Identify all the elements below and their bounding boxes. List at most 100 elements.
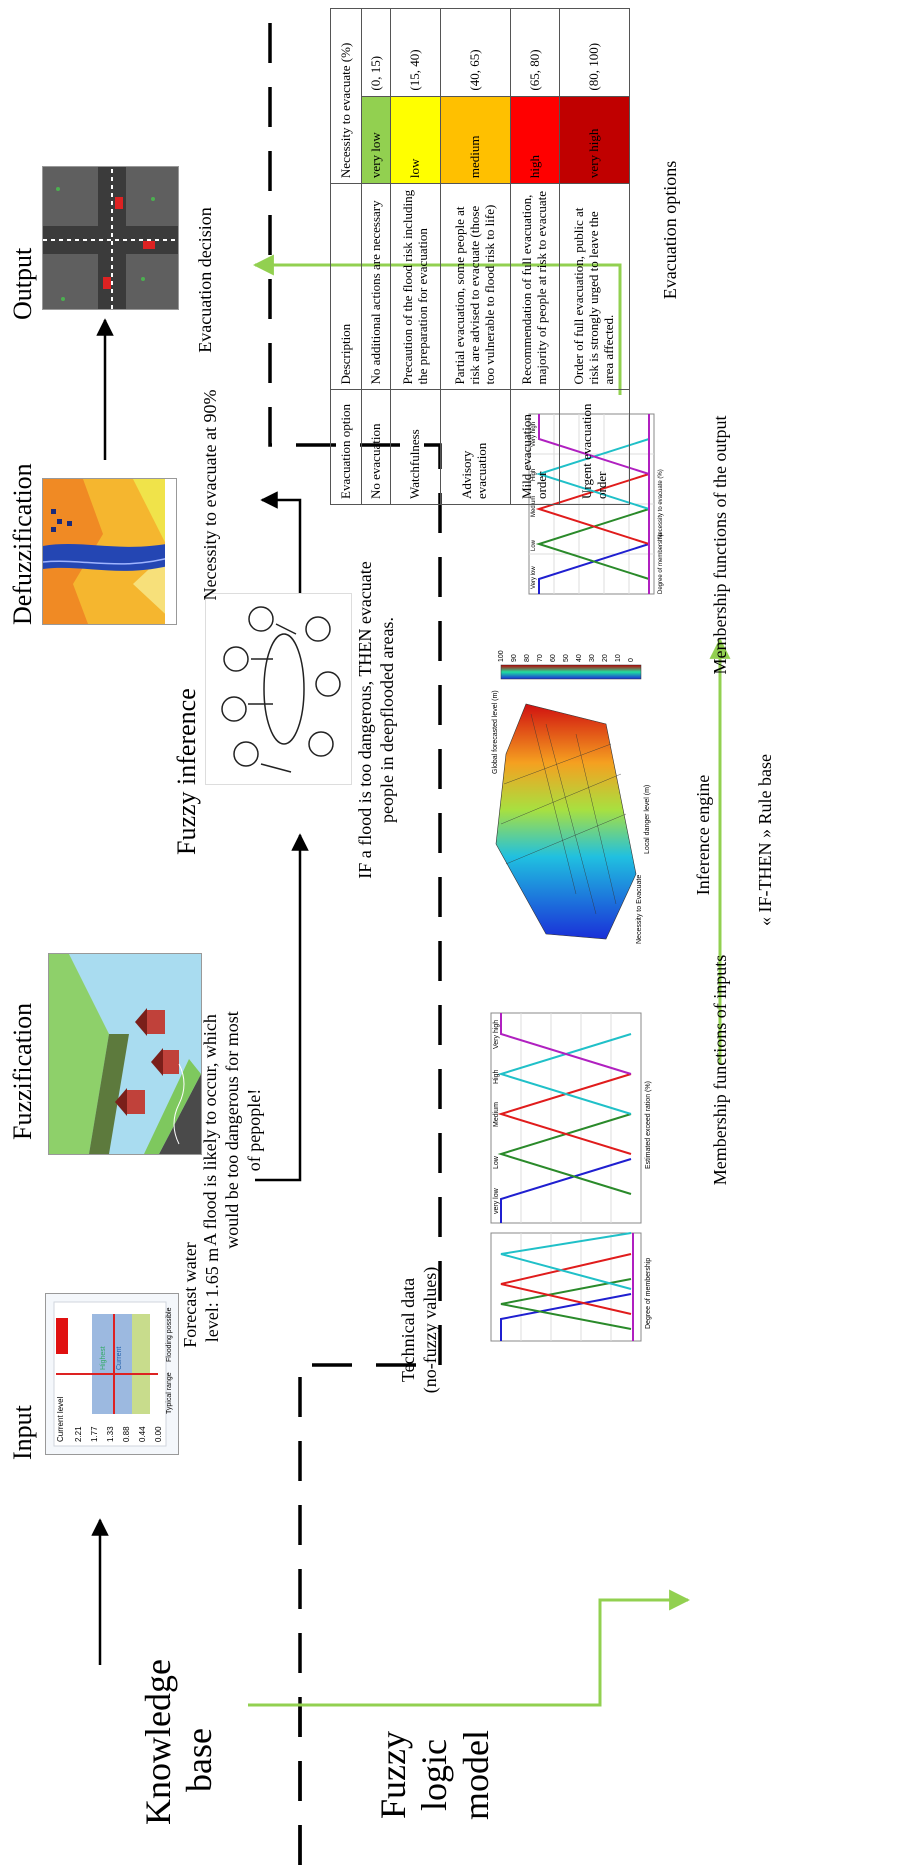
table-header-option: Evacuation option xyxy=(330,389,362,505)
water-gauge-icon xyxy=(53,1301,167,1447)
divider-dash-main xyxy=(268,0,442,1865)
row-level: medium xyxy=(440,96,511,184)
row-level: very low xyxy=(361,96,391,184)
row-range: (80, 100) xyxy=(559,8,630,97)
row-option: Advisory evacuation xyxy=(440,389,511,505)
row-option: Mild evacuation order xyxy=(510,389,560,505)
row-level: high xyxy=(510,96,560,184)
input-tick-5: 0.00 xyxy=(154,1426,163,1442)
table-row: Urgent evacuation order Order of full ev… xyxy=(559,8,630,505)
mf-output-chart xyxy=(528,413,655,595)
mf-input-axis: Estimated exceed ration (%) xyxy=(645,1081,652,1169)
input-thumbnail: Current level 2.21 1.77 1.33 0.88 0.44 0… xyxy=(45,1293,179,1455)
input-mark-highest: Highest xyxy=(100,1346,107,1370)
flood-houses-icon xyxy=(49,954,201,1154)
caption-flood-line1: A flood is likely to occur, which xyxy=(200,1014,220,1246)
stage-title-defuzzification: Defuzzification xyxy=(8,463,37,625)
surface-scale-1: 90 xyxy=(511,654,518,662)
mf-output-label-1: Low xyxy=(531,539,537,551)
surface-xaxis: Local danger level (m) xyxy=(644,784,651,854)
caption-technical-line1: Technical data xyxy=(398,1277,418,1383)
row-description: Order of full evacuation, public at risk… xyxy=(559,183,630,390)
row-option: Watchfulness xyxy=(390,389,441,505)
surface-zaxis: Necessity to Evacuate xyxy=(636,874,643,944)
rule-surface-chart xyxy=(495,664,642,940)
caption-mf-inputs: Membership functions of inputs xyxy=(710,954,730,1186)
input-tick-3: 0.88 xyxy=(122,1426,131,1442)
surface-scale-10: 0 xyxy=(628,658,635,662)
defuzzification-thumbnail xyxy=(42,478,177,625)
caption-forecast-line1: Forecast water xyxy=(180,1242,200,1348)
mf-output-axis: Necessity to evacuate (%) xyxy=(658,469,664,539)
input-mark-current: Current xyxy=(116,1346,123,1370)
row-range: (15, 40) xyxy=(390,8,441,97)
surface-scale-7: 30 xyxy=(589,654,596,662)
mf-input-label-0: very low xyxy=(493,1188,500,1214)
caption-inference-engine: Inference engine xyxy=(693,774,713,896)
input-legend-typical: Typical range xyxy=(166,1372,173,1414)
surface-scale-3: 70 xyxy=(537,654,544,662)
input-badge-label: Current level xyxy=(56,1396,65,1442)
caption-mf-output: Membership functions of the output xyxy=(710,415,730,675)
row-range: (40, 65) xyxy=(440,8,511,97)
row-description: Partial evacuation, some people at risk … xyxy=(440,183,511,390)
row-range: (65, 80) xyxy=(510,8,560,97)
stage-title-fuzzy-inference: Fuzzy inference xyxy=(172,688,201,855)
mf-input-label-3: High xyxy=(493,1069,500,1084)
row-description: Precaution of the flood risk including t… xyxy=(390,183,441,390)
mf-input-label-1: Low xyxy=(493,1156,500,1169)
inference-thumbnail xyxy=(205,593,352,785)
table-row: Mild evacuation order Recommendation of … xyxy=(510,8,560,505)
row-level: very high xyxy=(559,96,630,184)
evacuation-table: Evacuation option Description Necessity … xyxy=(330,8,630,505)
caption-rule-base: « IF-THEN » Rule base xyxy=(755,754,775,926)
meeting-cartoon-icon xyxy=(221,606,341,773)
stage-title-output: Output xyxy=(8,247,37,320)
rule-surface-plot: Necessity to Evacuate Local danger level… xyxy=(485,633,657,965)
output-thumbnail xyxy=(42,166,179,310)
caption-if-rule-line2: people in deepflooded areas. xyxy=(377,617,397,823)
table-row: Watchfulness Precaution of the flood ris… xyxy=(390,8,441,505)
row-option: No evacuation xyxy=(361,389,391,505)
row-option: Urgent evacuation order xyxy=(559,389,630,505)
mf-input-yaxis: Degree of membership xyxy=(645,1257,652,1329)
caption-evac-options: Evacuation options xyxy=(660,160,680,300)
input-tick-1: 1.77 xyxy=(90,1426,99,1442)
surface-scale-8: 20 xyxy=(602,654,609,662)
caption-flood-line2: would be too dangerous for most xyxy=(222,1011,242,1249)
surface-scale-5: 50 xyxy=(563,654,570,662)
caption-if-rule-line1: IF a flood is too dangerous, THEN evacua… xyxy=(355,561,375,879)
mf-input-label-2: Medium xyxy=(493,1102,500,1127)
row-description: Recommendation of full evacuation, major… xyxy=(510,183,560,390)
surface-scale-6: 40 xyxy=(576,654,583,662)
surface-yaxis: Global forecasted level (m) xyxy=(492,690,499,774)
table-header-description: Description xyxy=(330,183,362,390)
mf-inputs-chart xyxy=(490,1012,642,1342)
flood-risk-map-icon xyxy=(42,479,177,624)
caption-necessity: Necessity to evacuate at 90% xyxy=(200,389,220,601)
table-row: Advisory evacuation Partial evacuation, … xyxy=(440,8,511,505)
input-legend-flooding: Flooding possible xyxy=(166,1307,173,1362)
row-level: low xyxy=(390,96,441,184)
stage-title-input: Input xyxy=(8,1405,37,1460)
mf-inputs-plot: very low Low Medium High Very high Estim… xyxy=(480,1003,662,1350)
arrow-fuzzification-inference xyxy=(255,833,309,1182)
surface-scale-9: 10 xyxy=(615,654,622,662)
caption-decision: Evacuation decision xyxy=(195,207,215,353)
table-header-necessity: Necessity to evacuate (%) xyxy=(330,8,362,184)
input-tick-0: 2.21 xyxy=(74,1426,83,1442)
input-tick-4: 0.44 xyxy=(138,1426,147,1442)
traffic-map-icon xyxy=(43,167,178,309)
mf-output-label-0: Very low xyxy=(531,566,537,589)
caption-technical-line2: (no-fuzzy values) xyxy=(420,1266,440,1394)
surface-scale-4: 60 xyxy=(550,654,557,662)
row-range: (0, 15) xyxy=(361,8,391,97)
green-connector-output xyxy=(252,254,622,395)
row-description: No additional actions are necessary xyxy=(361,183,391,390)
green-connector-input xyxy=(248,1589,691,1707)
table-header-row: Evacuation option Description Necessity … xyxy=(330,8,362,505)
table-row: No evacuation No additional actions are … xyxy=(361,8,391,505)
surface-scale-2: 80 xyxy=(524,654,531,662)
